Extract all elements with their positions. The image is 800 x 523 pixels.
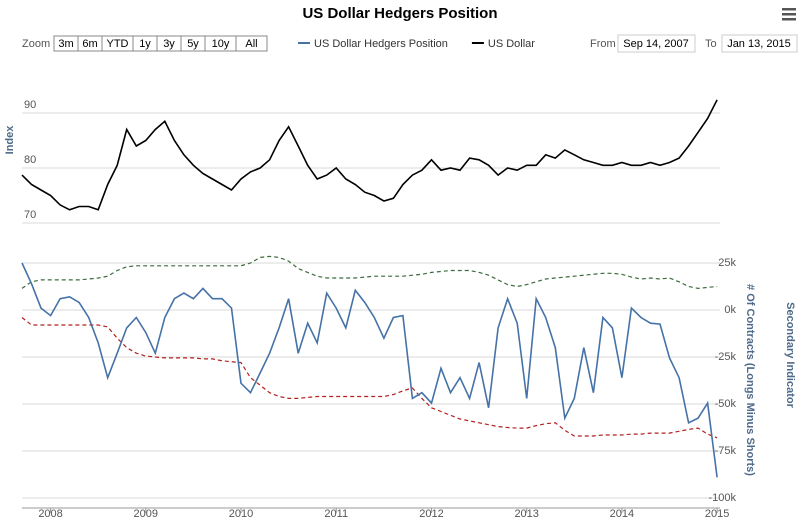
zoom-label: Zoom [22, 38, 50, 50]
legend-label: US Dollar Hedgers Position [314, 38, 448, 50]
from-value: Sep 14, 2007 [623, 38, 688, 50]
zoom-button[interactable]: YTD [101, 35, 134, 52]
zoom-buttons: 3m 6m YTD 1y 3y 5y 10y All [53, 35, 268, 52]
x-tick-label: 2010 [229, 508, 253, 520]
y2-tick-label: -50k [715, 398, 737, 410]
menu-bar [782, 8, 796, 11]
zoom-button[interactable]: 6m [77, 35, 103, 52]
x-tick-label: 2012 [419, 508, 443, 520]
menu-icon[interactable] [782, 8, 796, 21]
series-line [21, 99, 718, 211]
zoom-button[interactable]: 3m [53, 35, 79, 52]
x-tick-label: 2009 [134, 508, 158, 520]
zoom-button[interactable]: 3y [156, 35, 182, 52]
zoom-button-label: 3m [58, 38, 73, 50]
zoom-button-label: All [245, 38, 257, 50]
zoom-button[interactable]: 1y [132, 35, 158, 52]
y2-tick-label: -100k [708, 492, 736, 504]
zoom-button-label: YTD [107, 38, 129, 50]
y-axis-title: Index [4, 125, 16, 155]
zoom-button-label: 3y [163, 38, 175, 50]
from-input[interactable] [617, 34, 696, 53]
x-tick-label: 2013 [514, 508, 538, 520]
y-tick-label: 90 [24, 99, 36, 111]
to-input[interactable] [721, 34, 798, 53]
zoom-button-box [235, 35, 268, 52]
from-label: From [590, 38, 616, 50]
x-tick-label: 2015 [705, 508, 729, 520]
legend-label: US Dollar [488, 38, 535, 50]
zoom-button-label: 10y [212, 38, 230, 50]
y2-tick-label: 25k [718, 257, 736, 269]
zoom-button-label: 6m [82, 38, 97, 50]
zoom-button-label: 1y [139, 38, 151, 50]
zoom-button[interactable]: 10y [204, 35, 237, 52]
indicator-line [21, 255, 718, 290]
y2-tick-label: 0k [724, 304, 736, 316]
to-value: Jan 13, 2015 [727, 38, 791, 50]
indicator-line [21, 317, 718, 439]
x-tick-label: 2011 [324, 508, 348, 520]
chart-title: US Dollar Hedgers Position [302, 5, 497, 22]
series-line [21, 262, 718, 478]
x-tick-label: 2008 [38, 508, 62, 520]
to-label: To [705, 38, 717, 50]
menu-bar [782, 18, 796, 21]
y-tick-label: 80 [24, 154, 36, 166]
x-tick-label: 2014 [610, 508, 634, 520]
zoom-button[interactable]: All [235, 35, 268, 52]
y-tick-label: 70 [24, 209, 36, 221]
y2-tick-label: -25k [715, 351, 737, 363]
zoom-button[interactable]: 5y [180, 35, 206, 52]
y2-tick-label: -75k [715, 445, 737, 457]
menu-bar [782, 13, 796, 16]
y2-axis-title: # Of Contracts (Longs Minus Shorts) [744, 284, 756, 476]
y2-axis-title: Secondary Indicator [784, 302, 796, 408]
zoom-button-label: 5y [187, 38, 199, 50]
